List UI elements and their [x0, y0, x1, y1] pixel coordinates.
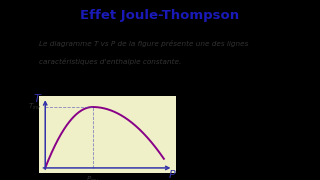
Text: $T_{inv}$: $T_{inv}$: [28, 102, 42, 112]
Text: P: P: [169, 170, 176, 180]
Text: caractéristiques d'enthalpie constante.: caractéristiques d'enthalpie constante.: [39, 58, 181, 65]
Text: Effet Joule-Thompson: Effet Joule-Thompson: [80, 9, 240, 22]
Text: Le diagramme T vs P de la figure présente une des lignes: Le diagramme T vs P de la figure présent…: [39, 40, 249, 47]
Text: $P_{inv}$: $P_{inv}$: [86, 175, 100, 180]
Text: T: T: [34, 94, 40, 104]
